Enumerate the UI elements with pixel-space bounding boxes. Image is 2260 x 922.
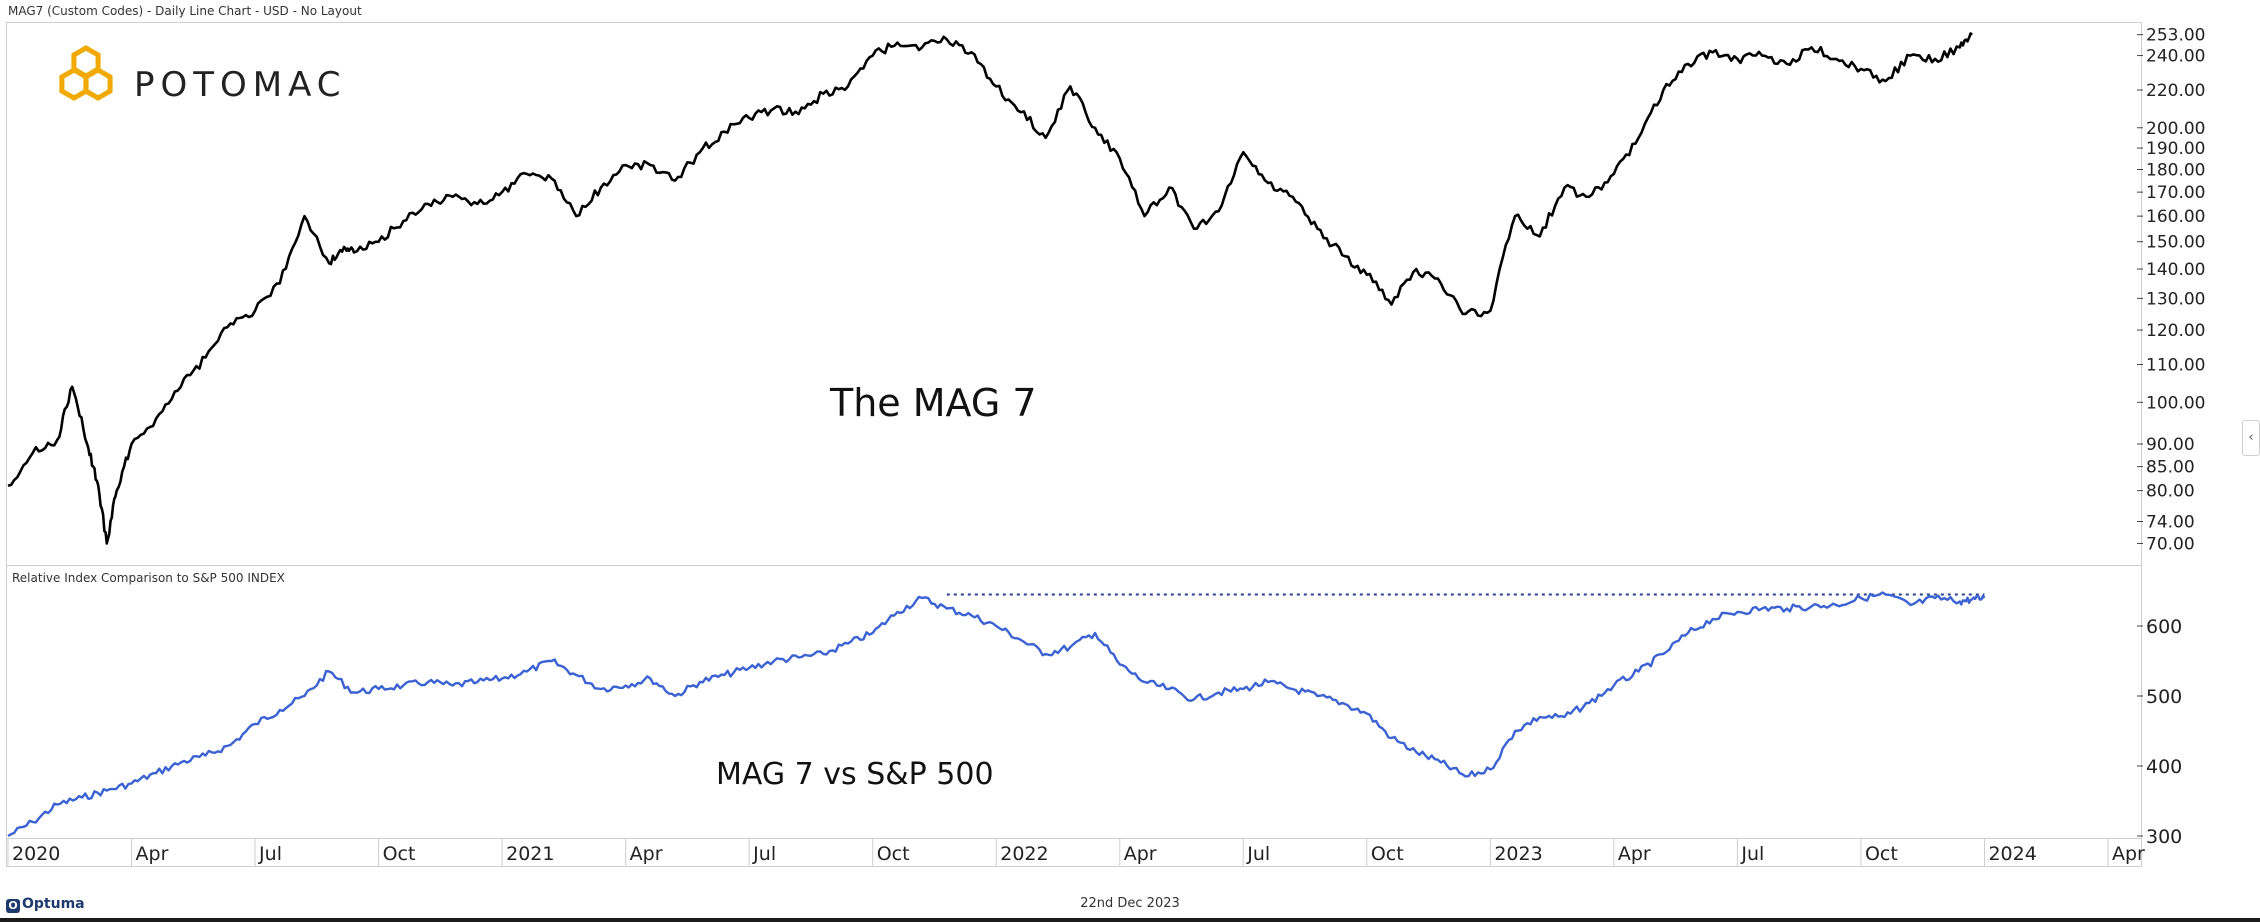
relative-index-title: Relative Index Comparison to S&P 500 IND…: [12, 571, 285, 585]
x-tick-label: 2020: [12, 843, 60, 865]
x-tick-label: 2022: [1000, 843, 1048, 865]
y-tick-label-top: 190.00: [2146, 139, 2205, 159]
y-tick-label-top: 90.00: [2146, 435, 2195, 455]
relative-annotation: MAG 7 vs S&P 500: [716, 757, 994, 792]
y-tick-label-top: 130.00: [2146, 289, 2205, 309]
y-tick-label-top: 160.00: [2146, 207, 2205, 227]
x-tick-label: Jul: [752, 843, 776, 865]
x-tick-label: Jul: [1740, 843, 1764, 865]
x-tick-label: Apr: [2112, 843, 2145, 865]
chart-frame: [6, 22, 2142, 867]
y-tick-label-bottom: 300: [2146, 826, 2182, 848]
y-tick-label-top: 100.00: [2146, 393, 2205, 413]
pane-divider[interactable]: [6, 565, 2142, 566]
logo-wordmark: POTOMAC: [134, 65, 347, 105]
x-tick-label: Apr: [136, 843, 169, 865]
y-tick-label-top: 170.00: [2146, 183, 2205, 203]
relative-index-line: [7, 591, 1986, 838]
chart-header-title: MAG7 (Custom Codes) - Daily Line Chart -…: [8, 4, 362, 18]
x-tick-label: Oct: [877, 843, 910, 865]
potomac-logo: [59, 45, 113, 101]
optuma-logo-icon: O: [6, 899, 20, 913]
x-tick-label: Oct: [1865, 843, 1898, 865]
y-tick-label-top: 150.00: [2146, 233, 2205, 253]
x-axis-separator: [6, 838, 2142, 839]
y-tick-label-top: 240.00: [2146, 47, 2205, 67]
y-tick-label-top: 74.00: [2146, 513, 2195, 533]
x-tick-label: Apr: [630, 843, 663, 865]
logo-hexagon-icon: [59, 67, 89, 101]
y-tick-label-top: 220.00: [2146, 81, 2205, 101]
y-tick-label-top: 180.00: [2146, 160, 2205, 180]
mag7-price-line: [7, 32, 1973, 545]
collapse-panel-button[interactable]: ‹: [2242, 420, 2260, 456]
x-tick-label: 2021: [506, 843, 554, 865]
x-tick-label: Oct: [383, 843, 416, 865]
x-tick-label: Jul: [1246, 843, 1270, 865]
y-tick-label-top: 200.00: [2146, 119, 2205, 139]
x-tick-label: Apr: [1124, 843, 1157, 865]
y-tick-label-top: 70.00: [2146, 535, 2195, 555]
logo-hexagon-icon: [83, 67, 113, 101]
y-tick-label-bottom: 500: [2146, 686, 2182, 708]
y-tick-label-top: 110.00: [2146, 356, 2205, 376]
x-tick-label: Apr: [1618, 843, 1651, 865]
y-tick-label-top: 85.00: [2146, 458, 2195, 478]
footer-bar: [0, 918, 2260, 922]
y-tick-label-top: 253.00: [2146, 26, 2205, 46]
x-tick-label: Jul: [258, 843, 282, 865]
y-tick-label-top: 120.00: [2146, 321, 2205, 341]
x-tick-label: Oct: [1371, 843, 1404, 865]
x-tick-label: 2024: [1988, 843, 2036, 865]
mag7-annotation: The MAG 7: [829, 381, 1037, 425]
y-tick-label-bottom: 600: [2146, 616, 2182, 638]
y-tick-label-top: 80.00: [2146, 482, 2195, 502]
footer-date: 22nd Dec 2023: [1080, 896, 1180, 911]
optuma-brand-label: Optuma: [22, 896, 85, 912]
chevron-left-icon: ‹: [2248, 430, 2254, 445]
x-tick-label: 2023: [1494, 843, 1542, 865]
optuma-brand: O Optuma: [6, 896, 85, 913]
y-tick-label-bottom: 400: [2146, 756, 2182, 778]
y-tick-label-top: 140.00: [2146, 260, 2205, 280]
